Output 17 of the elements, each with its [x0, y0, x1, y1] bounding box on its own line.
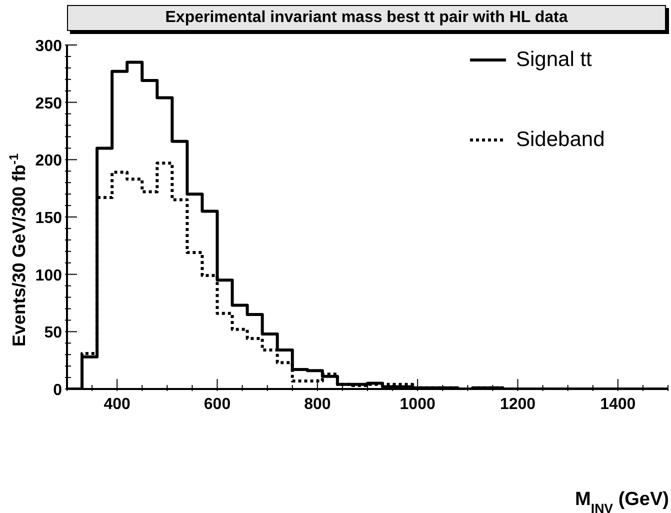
x-tick-label: 1400 [600, 396, 636, 413]
x-tick-label: 400 [104, 396, 131, 413]
legend-label: Sideband [516, 128, 605, 152]
chart-title: Experimental invariant mass best tt pair with HL data [67, 5, 666, 31]
y-tick-label: 0 [53, 382, 62, 399]
x-tick-label: 1200 [500, 396, 536, 413]
x-tick-label: 800 [304, 396, 331, 413]
x-tick-label: 600 [204, 396, 231, 413]
y-tick-label: 200 [35, 152, 62, 170]
x-tick-label: 1000 [400, 396, 436, 413]
y-tick-label: 100 [35, 267, 62, 284]
y-tick-label: 300 [35, 38, 62, 55]
legend-label: Signal tt [516, 48, 592, 72]
x-axis-title: M$_{INV}$ (GeV) [575, 489, 669, 513]
y-tick-label: 250 [35, 95, 62, 112]
y-tick-label: 150 [35, 210, 62, 227]
y-tick-label: 50 [44, 324, 62, 342]
